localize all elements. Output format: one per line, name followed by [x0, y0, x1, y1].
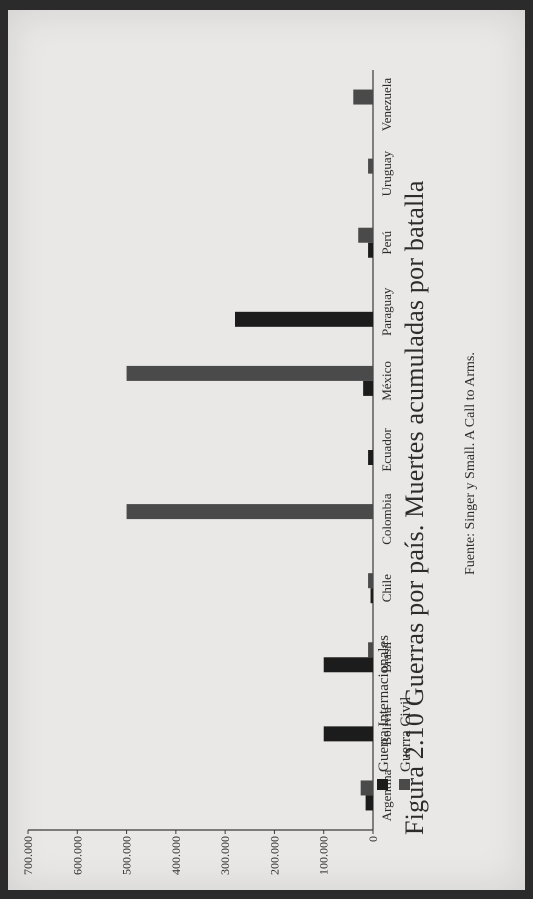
- book-page: 0 100.000 200.000 300.000 400.000 500.000 600.…: [8, 10, 525, 890]
- bar-ecuador-internacional: [368, 450, 374, 465]
- x-category-label: Argentina: [379, 769, 394, 821]
- bar-argentina-civil: [360, 780, 373, 796]
- bar-paraguay-internacional: [235, 311, 373, 327]
- bar-brasil-civil: [368, 642, 374, 658]
- rotated-figure: 0 100.000 200.000 300.000 400.000 500.000 600.…: [8, 10, 525, 890]
- bar-chart: 0 100.000 200.000 300.000 400.000 500.000 600.…: [21, 70, 414, 875]
- x-category-label: Venezuela: [379, 78, 394, 132]
- legend-label: Guerra Civil: [398, 697, 414, 772]
- bar-colombia-civil: [126, 504, 373, 520]
- y-tick-label: 500.000: [120, 836, 134, 875]
- y-tick-label: 700.000: [21, 836, 35, 875]
- bar-méxico-civil: [126, 365, 373, 381]
- x-category-label: Uruguay: [379, 150, 394, 196]
- bar-méxico-internacional: [363, 380, 373, 396]
- bar-uruguay-civil: [368, 158, 374, 174]
- x-category-label: Paraguay: [379, 287, 394, 336]
- bar-chile-civil: [368, 573, 374, 589]
- y-tick-label: 0: [366, 836, 380, 842]
- bar-perú-internacional: [368, 242, 374, 258]
- x-category-label: Bolivia: [379, 707, 394, 746]
- x-category-label: Chile: [379, 574, 394, 602]
- legend-swatch: [399, 779, 410, 790]
- bar-brasil-internacional: [323, 657, 374, 673]
- y-tick-label: 300.000: [218, 836, 232, 875]
- x-category-label: México: [379, 361, 394, 401]
- y-tick-label: 200.000: [267, 836, 281, 875]
- bar-perú-civil: [358, 227, 374, 243]
- source-note: Fuente: Singer y Small. A Call to Arms.: [463, 352, 478, 575]
- figure-title: Figura 2.10 Guerras por país. Muertes ac…: [400, 180, 429, 835]
- bar-venezuela-civil: [353, 89, 373, 105]
- x-category-label: Brasil: [379, 641, 394, 672]
- y-tick-label: 600.000: [70, 836, 84, 875]
- x-category-label: Colombia: [379, 493, 394, 545]
- y-tick-label: 100.000: [317, 836, 331, 875]
- bar-bolivia-internacional: [323, 726, 374, 742]
- y-tick-label: 400.000: [169, 836, 183, 875]
- bar-chile-internacional: [370, 588, 373, 604]
- legend-label: Guerra Internacionales: [376, 635, 392, 772]
- legend-swatch: [377, 779, 388, 790]
- x-category-label: Perú: [379, 230, 394, 254]
- bar-argentina-internacional: [365, 795, 374, 811]
- x-category-label: Ecuador: [379, 428, 394, 472]
